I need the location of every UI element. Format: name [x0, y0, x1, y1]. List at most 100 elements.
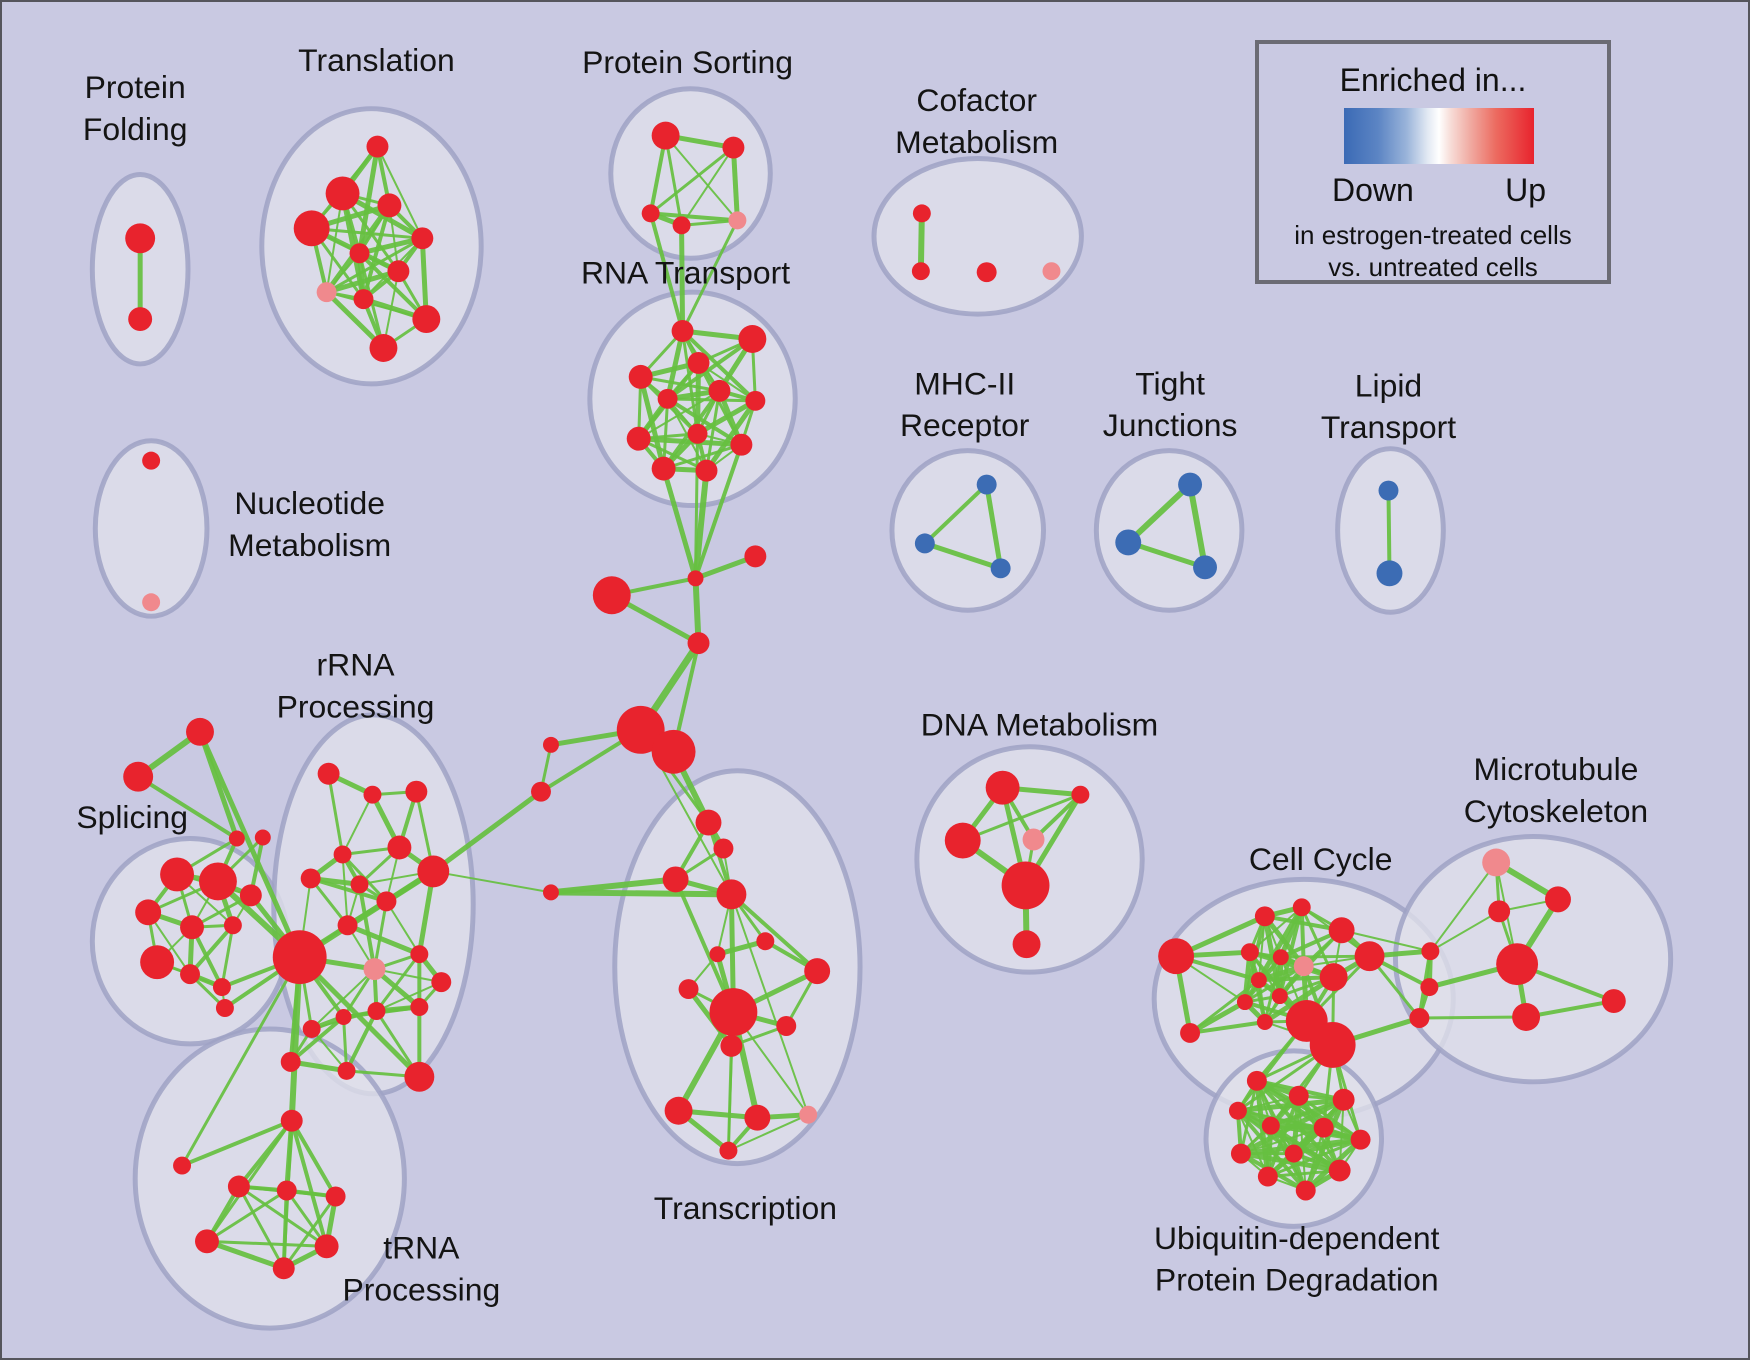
- rrna-processing-node[interactable]: [431, 972, 452, 993]
- chain-junction-node[interactable]: [687, 632, 710, 655]
- cofactor-metabolism-node[interactable]: [976, 262, 997, 283]
- ubiquitin-degradation-node[interactable]: [1288, 1085, 1309, 1106]
- translation-node[interactable]: [387, 260, 410, 283]
- rna-transport-node[interactable]: [626, 426, 651, 451]
- trna-processing-node[interactable]: [227, 1175, 250, 1198]
- protein-sorting-node[interactable]: [728, 211, 747, 230]
- transcription-node[interactable]: [664, 1096, 693, 1125]
- rrna-processing-node[interactable]: [387, 835, 412, 860]
- protein-folding-node[interactable]: [128, 307, 153, 332]
- cell-cycle-node[interactable]: [1309, 1021, 1356, 1068]
- transcription-node[interactable]: [709, 988, 758, 1036]
- translation-node[interactable]: [316, 282, 337, 303]
- transcription-node[interactable]: [662, 866, 689, 893]
- chain-junction-node[interactable]: [651, 729, 696, 774]
- rrna-processing-node[interactable]: [363, 785, 382, 804]
- transcription-node[interactable]: [709, 946, 726, 963]
- dna-metabolism-node[interactable]: [1071, 785, 1090, 804]
- trna-processing-node[interactable]: [276, 1180, 297, 1201]
- cell-cycle-node[interactable]: [1250, 972, 1267, 989]
- tight-junctions-node[interactable]: [1115, 529, 1142, 556]
- protein-folding-node[interactable]: [125, 223, 156, 254]
- protein-sorting-node[interactable]: [722, 136, 745, 159]
- tight-junctions-node[interactable]: [1193, 555, 1217, 580]
- rrna-processing-node[interactable]: [280, 1051, 301, 1072]
- rrna-processing-node[interactable]: [363, 958, 386, 981]
- rrna-processing-node[interactable]: [272, 930, 327, 985]
- dna-metabolism-node[interactable]: [985, 770, 1020, 805]
- protein-sorting-node[interactable]: [641, 204, 660, 223]
- triangle-junction-node[interactable]: [228, 830, 245, 847]
- ubiquitin-degradation-node[interactable]: [1313, 1117, 1334, 1138]
- ubiquitin-degradation-node[interactable]: [1261, 1116, 1280, 1135]
- rna-transport-node[interactable]: [651, 456, 676, 481]
- chain-junction-node[interactable]: [616, 705, 665, 754]
- dna-metabolism-node[interactable]: [944, 822, 981, 859]
- splicing-node[interactable]: [239, 884, 262, 907]
- triangle-junction-node[interactable]: [186, 717, 214, 746]
- chain-junction-node[interactable]: [531, 781, 551, 802]
- transcription-node[interactable]: [756, 932, 775, 951]
- translation-node[interactable]: [377, 193, 402, 218]
- cell-cycle-node[interactable]: [1420, 978, 1439, 997]
- rrna-processing-node[interactable]: [410, 998, 429, 1017]
- tight-junctions-node[interactable]: [1178, 472, 1203, 497]
- chain-junction-node[interactable]: [687, 570, 704, 587]
- rrna-processing-node[interactable]: [300, 868, 321, 889]
- transcription-node[interactable]: [744, 1104, 771, 1131]
- splicing-node[interactable]: [254, 829, 271, 846]
- rrna-processing-node[interactable]: [376, 891, 397, 912]
- transcription-node[interactable]: [719, 1141, 738, 1160]
- translation-node[interactable]: [325, 176, 360, 211]
- trna-processing-node[interactable]: [325, 1186, 346, 1207]
- ubiquitin-degradation-node[interactable]: [1328, 1159, 1351, 1182]
- microtubule-cytoskeleton-node[interactable]: [1601, 989, 1626, 1014]
- microtubule-cytoskeleton-node[interactable]: [1482, 848, 1511, 877]
- splicing-node[interactable]: [180, 964, 200, 985]
- nucleotide-metabolism-node[interactable]: [142, 451, 161, 470]
- rna-transport-node[interactable]: [730, 433, 753, 456]
- cell-cycle-node[interactable]: [1272, 949, 1289, 966]
- rna-transport-node[interactable]: [687, 351, 710, 374]
- cell-cycle-node[interactable]: [1421, 942, 1440, 961]
- cell-cycle-node[interactable]: [1319, 963, 1348, 992]
- translation-node[interactable]: [353, 289, 374, 310]
- rna-transport-node[interactable]: [671, 320, 694, 342]
- rna-transport-node[interactable]: [745, 390, 766, 411]
- transcription-node[interactable]: [678, 979, 699, 1000]
- trna-processing-node[interactable]: [314, 1234, 339, 1259]
- rrna-processing-node[interactable]: [317, 762, 340, 785]
- transcription-node[interactable]: [695, 809, 722, 836]
- microtubule-cytoskeleton-node[interactable]: [1545, 886, 1571, 913]
- cell-cycle-node[interactable]: [1293, 956, 1314, 977]
- rrna-processing-node[interactable]: [417, 855, 450, 888]
- rrna-processing-node[interactable]: [335, 1009, 352, 1025]
- rna-transport-node[interactable]: [657, 388, 678, 409]
- rrna-processing-node[interactable]: [337, 915, 358, 936]
- cell-cycle-node[interactable]: [1328, 917, 1355, 944]
- chain-junction-node[interactable]: [592, 576, 631, 615]
- ubiquitin-degradation-node[interactable]: [1257, 1166, 1278, 1187]
- dna-metabolism-node[interactable]: [1012, 930, 1041, 959]
- trna-processing-node[interactable]: [280, 1109, 303, 1132]
- trna-processing-node[interactable]: [195, 1229, 219, 1254]
- microtubule-cytoskeleton-node[interactable]: [1496, 943, 1539, 986]
- cell-cycle-node[interactable]: [1180, 1022, 1201, 1043]
- rna-transport-node[interactable]: [687, 423, 708, 444]
- rrna-processing-node[interactable]: [404, 1061, 435, 1092]
- splicing-node[interactable]: [140, 945, 175, 980]
- trna-processing-node[interactable]: [173, 1156, 192, 1175]
- transcription-node[interactable]: [804, 958, 831, 985]
- ubiquitin-degradation-node[interactable]: [1228, 1101, 1247, 1120]
- nucleotide-metabolism-node[interactable]: [142, 593, 161, 612]
- transcription-node[interactable]: [713, 838, 734, 859]
- mhc-ii-receptor-node[interactable]: [976, 474, 997, 495]
- transcription-node[interactable]: [716, 879, 747, 910]
- cell-cycle-node[interactable]: [1292, 898, 1311, 917]
- rna-transport-node[interactable]: [628, 364, 653, 389]
- rrna-processing-node[interactable]: [367, 1002, 386, 1020]
- lipid-transport-node[interactable]: [1376, 560, 1403, 587]
- splicing-node[interactable]: [215, 999, 234, 1018]
- translation-node[interactable]: [366, 135, 389, 158]
- rrna-processing-node[interactable]: [337, 1061, 356, 1080]
